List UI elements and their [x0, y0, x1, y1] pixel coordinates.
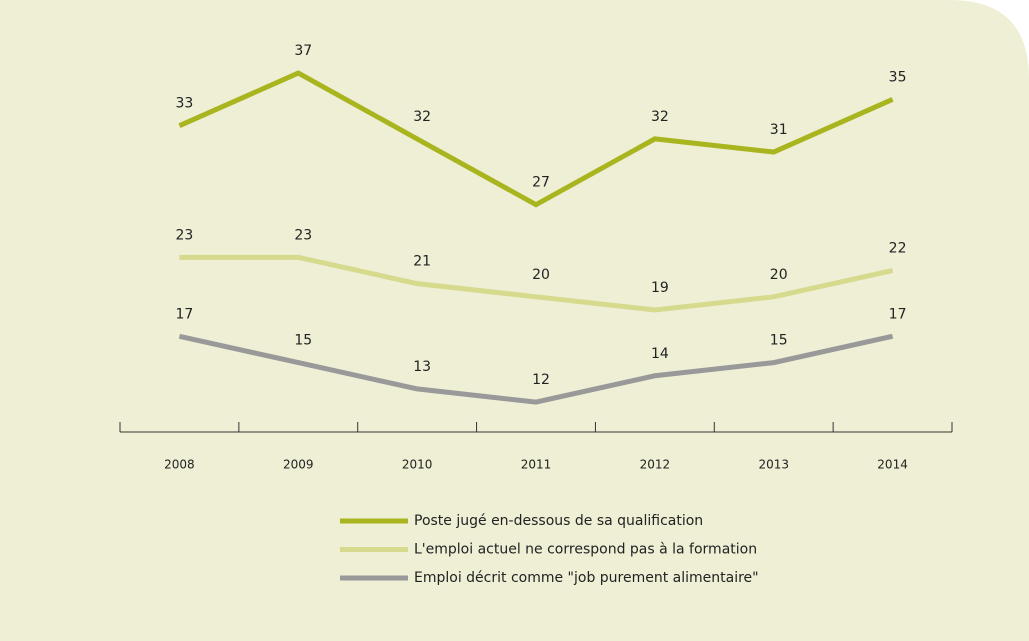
- data-label: 19: [651, 280, 669, 296]
- x-tick-label: 2012: [640, 458, 671, 472]
- data-label: 13: [413, 359, 431, 375]
- x-tick-label: 2014: [877, 458, 908, 472]
- legend-label: Emploi décrit comme "job purement alimen…: [414, 570, 759, 586]
- data-label: 23: [294, 227, 312, 243]
- line: [178, 333, 894, 405]
- data-label: 32: [413, 109, 431, 125]
- data-label: 15: [294, 333, 312, 349]
- x-tick-label: 2009: [283, 458, 314, 472]
- data-label: 37: [294, 43, 312, 59]
- x-tick-label: 2013: [758, 458, 789, 472]
- data-label: 15: [770, 333, 788, 349]
- legend-label: Poste jugé en-dessous de sa qualificatio…: [414, 513, 703, 529]
- data-label: 14: [651, 346, 669, 362]
- data-label: 31: [770, 122, 788, 138]
- line: [178, 70, 894, 208]
- data-label: 35: [889, 69, 907, 85]
- data-label: 23: [176, 227, 194, 243]
- data-label: 20: [532, 267, 550, 283]
- data-label: 33: [176, 96, 194, 112]
- data-label: 12: [532, 372, 550, 388]
- data-label: 17: [889, 306, 907, 322]
- line: [179, 254, 894, 313]
- data-label: 20: [770, 267, 788, 283]
- x-tick-label: 2011: [521, 458, 552, 472]
- legend-label: L'emploi actuel ne correspond pas à la f…: [414, 542, 757, 558]
- x-tick-label: 2008: [164, 458, 195, 472]
- data-label: 32: [651, 109, 669, 125]
- data-label: 27: [532, 175, 550, 191]
- data-label: 21: [413, 254, 431, 270]
- x-tick-label: 2010: [402, 458, 433, 472]
- data-label: 22: [889, 240, 907, 256]
- data-label: 17: [176, 306, 194, 322]
